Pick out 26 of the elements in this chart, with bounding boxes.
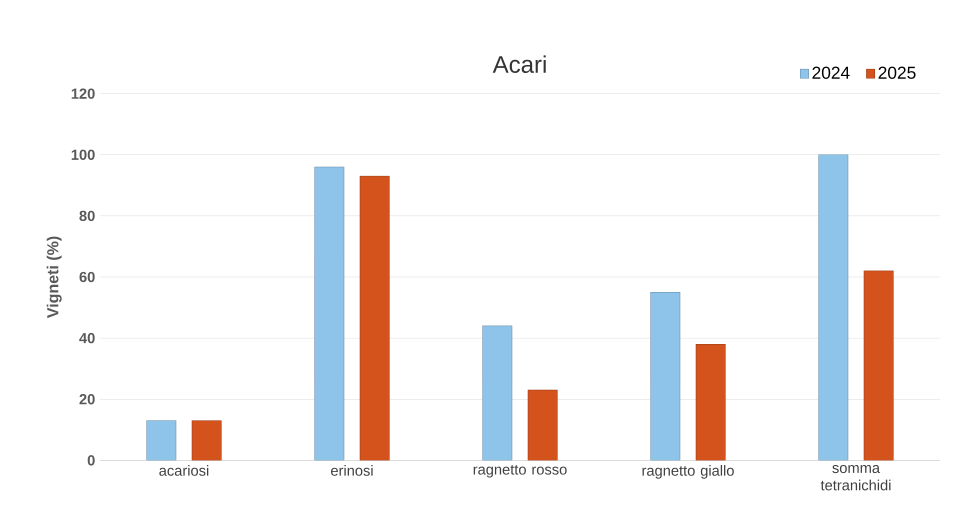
- y-tick-label: 120: [72, 88, 95, 99]
- chart-title: Acari: [492, 55, 546, 73]
- legend-label: 2024: [812, 66, 850, 79]
- x-tick-label: erinosi: [331, 465, 373, 476]
- x-tick-label: ragnetto rosso: [474, 465, 567, 478]
- y-tick-label: 40: [79, 332, 95, 344]
- bar: [696, 344, 726, 460]
- bar: [818, 154, 848, 460]
- bar: [314, 166, 344, 460]
- bar: [482, 326, 512, 460]
- y-tick-label: 0: [88, 455, 95, 466]
- bar: [864, 270, 894, 460]
- bar: [528, 390, 558, 460]
- x-tick-label: ragnetto giallo: [642, 465, 734, 479]
- y-tick-label: 20: [79, 394, 95, 404]
- y-axis-title: Vigneti (%): [46, 236, 62, 318]
- bar: [192, 420, 222, 460]
- y-tick-label: 80: [79, 210, 95, 222]
- y-tick-label: 60: [80, 272, 95, 282]
- x-tick-label: somma tetranichidi: [820, 465, 890, 490]
- bar: [146, 420, 176, 460]
- x-tick-label: acariosi: [159, 465, 208, 476]
- bar: [650, 292, 680, 460]
- legend-label: 2025: [878, 66, 916, 79]
- y-tick-label: 100: [72, 150, 95, 160]
- bar: [360, 176, 390, 460]
